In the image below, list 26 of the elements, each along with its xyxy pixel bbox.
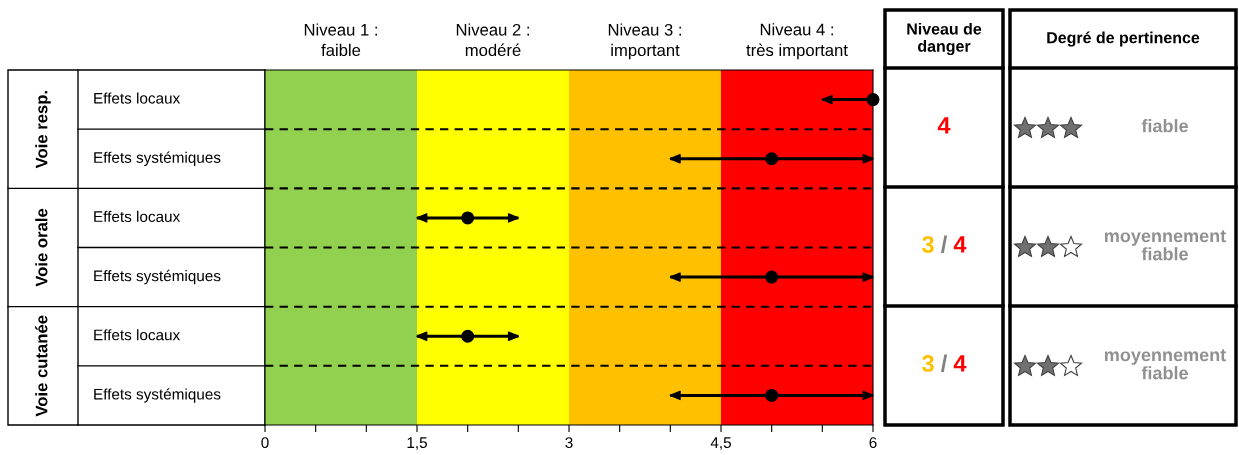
category-label: Effets systémiques	[94, 269, 221, 285]
band-label: Niveau 2 : modéré	[456, 23, 529, 57]
category-label: Effets locaux	[94, 329, 181, 341]
x-tick-label: 4,5	[710, 437, 731, 450]
category-label: Degré de pertinence	[1047, 31, 1200, 47]
category-label: Effets systémiques	[94, 151, 221, 166]
band-label: Niveau 1 : faible	[304, 23, 377, 57]
category-label: Effets systémiques	[94, 388, 221, 403]
text: 3 / 4	[922, 354, 967, 373]
x-tick-label: 6	[869, 437, 877, 449]
text: moyennement fiable	[1104, 349, 1226, 380]
text: Voie orale	[35, 208, 48, 287]
category-label: Effets locaux	[94, 92, 181, 104]
text: 4	[937, 117, 951, 134]
x-tick-label: 3	[565, 437, 573, 449]
text: Voie cutanée	[35, 315, 48, 417]
band-label: Niveau 3 : important	[608, 23, 681, 60]
text: 3 / 4	[922, 235, 967, 254]
category-label: Niveau de danger	[907, 22, 982, 56]
category-label: Effets locaux	[94, 210, 181, 223]
band-label: Niveau 4 : très important	[746, 23, 848, 60]
text: Voie resp.	[35, 91, 51, 169]
x-tick-label: 0	[261, 437, 269, 449]
text: moyennement fiable	[1104, 230, 1226, 261]
text: fiable	[1141, 119, 1188, 133]
x-tick-label: 1,5	[407, 437, 427, 450]
